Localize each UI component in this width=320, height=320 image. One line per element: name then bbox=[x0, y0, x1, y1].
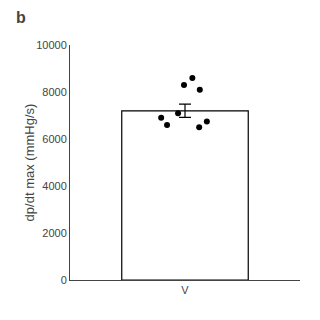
svg-text:6000: 6000 bbox=[42, 133, 66, 145]
svg-text:8000: 8000 bbox=[42, 86, 66, 98]
svg-text:dp/dt max (mmHg/s): dp/dt max (mmHg/s) bbox=[22, 104, 37, 222]
svg-text:V: V bbox=[181, 284, 189, 296]
svg-text:4000: 4000 bbox=[42, 180, 66, 192]
svg-text:2000: 2000 bbox=[42, 227, 66, 239]
svg-text:0: 0 bbox=[61, 274, 67, 286]
svg-text:b: b bbox=[16, 9, 26, 26]
svg-text:10000: 10000 bbox=[36, 39, 67, 51]
